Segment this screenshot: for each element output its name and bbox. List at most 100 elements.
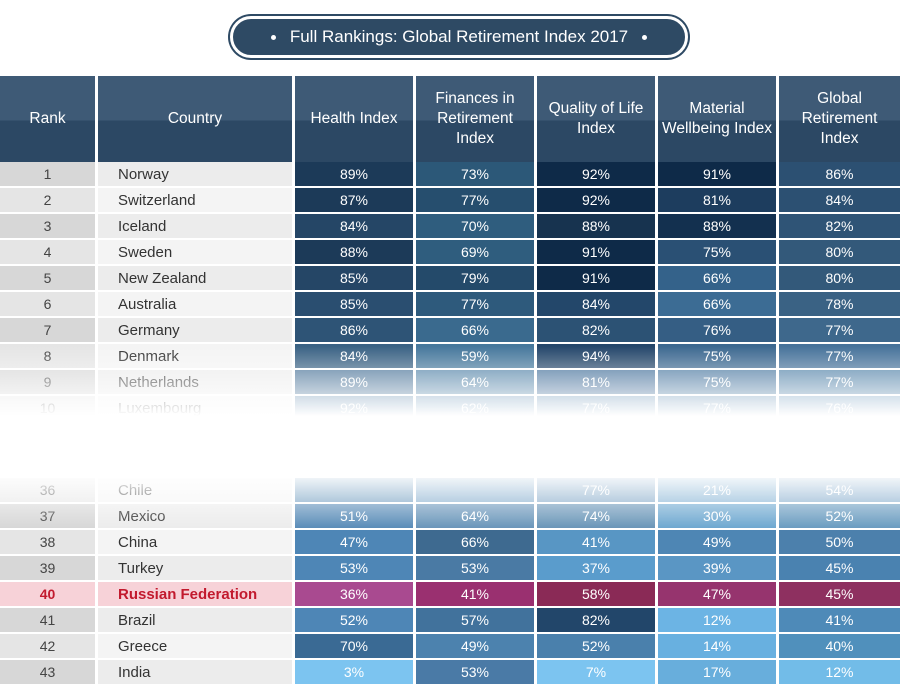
table-row: 36 Chile 77% 21% 54% (0, 478, 900, 504)
table-row: 2 Switzerland 87% 77% 92% 81% 84% (0, 188, 900, 214)
global-index-cell: 41% (779, 608, 900, 634)
global-index-cell: 80% (779, 266, 900, 292)
material-index-cell: 12% (658, 608, 779, 634)
finances-index-cell: 73% (416, 162, 537, 188)
global-index-cell: 50% (779, 530, 900, 556)
country-cell: Turkey (98, 556, 295, 582)
global-index-cell: 40% (779, 634, 900, 660)
material-index-cell: 39% (658, 556, 779, 582)
quality-index-cell: 52% (537, 634, 658, 660)
global-index-cell: 54% (779, 478, 900, 504)
title-banner: Full Rankings: Global Retirement Index 2… (230, 16, 688, 58)
quality-index-cell: 41% (537, 530, 658, 556)
column-header-health: Health Index (295, 76, 416, 162)
material-index-cell: 47% (658, 582, 779, 608)
quality-index-cell: 58% (537, 582, 658, 608)
material-index-cell: 75% (658, 370, 779, 396)
rank-cell: 3 (0, 214, 98, 240)
column-header-country: Country (98, 76, 295, 162)
country-cell: Australia (98, 292, 295, 318)
table-row: 4 Sweden 88% 69% 91% 75% 80% (0, 240, 900, 266)
finances-index-cell: 49% (416, 634, 537, 660)
global-index-cell: 86% (779, 162, 900, 188)
column-header-material: Material Wellbeing Index (658, 76, 779, 162)
finances-index-cell: 41% (416, 582, 537, 608)
quality-index-cell: 7% (537, 660, 658, 686)
table-row: 9 Netherlands 89% 64% 81% 75% 77% (0, 370, 900, 396)
health-index-cell: 86% (295, 318, 416, 344)
health-index-cell: 47% (295, 530, 416, 556)
rank-cell: 2 (0, 188, 98, 214)
column-header-global: Global Retirement Index (779, 76, 900, 162)
table-gap-row (0, 422, 900, 478)
quality-index-cell: 94% (537, 344, 658, 370)
quality-index-cell: 77% (537, 478, 658, 504)
material-index-cell: 75% (658, 344, 779, 370)
material-index-cell: 14% (658, 634, 779, 660)
rank-cell: 42 (0, 634, 98, 660)
rank-cell: 40 (0, 582, 98, 608)
page-title: Full Rankings: Global Retirement Index 2… (289, 27, 629, 46)
country-cell: Sweden (98, 240, 295, 266)
material-index-cell: 88% (658, 214, 779, 240)
country-cell: China (98, 530, 295, 556)
global-index-cell: 77% (779, 370, 900, 396)
quality-index-cell: 91% (537, 266, 658, 292)
rank-cell: 6 (0, 292, 98, 318)
country-cell: Luxembourg (98, 396, 295, 422)
rank-cell: 10 (0, 396, 98, 422)
finances-index-cell (416, 478, 537, 504)
material-index-cell: 49% (658, 530, 779, 556)
rank-cell: 37 (0, 504, 98, 530)
country-cell: Mexico (98, 504, 295, 530)
material-index-cell: 81% (658, 188, 779, 214)
health-index-cell: 89% (295, 370, 416, 396)
health-index-cell: 85% (295, 266, 416, 292)
table-row: 41 Brazil 52% 57% 82% 12% 41% (0, 608, 900, 634)
country-cell: Switzerland (98, 188, 295, 214)
table-row: 38 China 47% 66% 41% 49% 50% (0, 530, 900, 556)
finances-index-cell: 79% (416, 266, 537, 292)
quality-index-cell: 92% (537, 188, 658, 214)
global-index-cell: 78% (779, 292, 900, 318)
finances-index-cell: 70% (416, 214, 537, 240)
rank-cell: 43 (0, 660, 98, 686)
health-index-cell: 84% (295, 214, 416, 240)
finances-index-cell: 59% (416, 344, 537, 370)
table-row: 10 Luxembourg 92% 62% 77% 77% 76% (0, 396, 900, 422)
quality-index-cell: 92% (537, 162, 658, 188)
table-row: 39 Turkey 53% 53% 37% 39% 45% (0, 556, 900, 582)
rank-cell: 4 (0, 240, 98, 266)
table-row: 5 New Zealand 85% 79% 91% 66% 80% (0, 266, 900, 292)
rank-cell: 39 (0, 556, 98, 582)
country-cell: Russian Federation (98, 582, 295, 608)
table-row: 7 Germany 86% 66% 82% 76% 77% (0, 318, 900, 344)
finances-index-cell: 69% (416, 240, 537, 266)
health-index-cell (295, 478, 416, 504)
global-index-cell: 77% (779, 318, 900, 344)
country-cell: Germany (98, 318, 295, 344)
bullet-icon (642, 34, 648, 40)
table-body: 1 Norway 89% 73% 92% 91% 86% 2 Switzerland 87% 77%… (0, 162, 900, 686)
finances-index-cell: 53% (416, 556, 537, 582)
rank-cell: 36 (0, 478, 98, 504)
health-index-cell: 70% (295, 634, 416, 660)
rank-cell: 9 (0, 370, 98, 396)
health-index-cell: 53% (295, 556, 416, 582)
table-row: 8 Denmark 84% 59% 94% 75% 77% (0, 344, 900, 370)
table-gap-cell (0, 422, 900, 478)
health-index-cell: 85% (295, 292, 416, 318)
health-index-cell: 92% (295, 396, 416, 422)
quality-index-cell: 37% (537, 556, 658, 582)
global-index-cell: 80% (779, 240, 900, 266)
rank-cell: 41 (0, 608, 98, 634)
column-header-finances: Finances in Retirement Index (416, 76, 537, 162)
rank-cell: 1 (0, 162, 98, 188)
global-index-cell: 52% (779, 504, 900, 530)
country-cell: India (98, 660, 295, 686)
material-index-cell: 91% (658, 162, 779, 188)
finances-index-cell: 77% (416, 188, 537, 214)
material-index-cell: 66% (658, 292, 779, 318)
quality-index-cell: 91% (537, 240, 658, 266)
rank-cell: 7 (0, 318, 98, 344)
